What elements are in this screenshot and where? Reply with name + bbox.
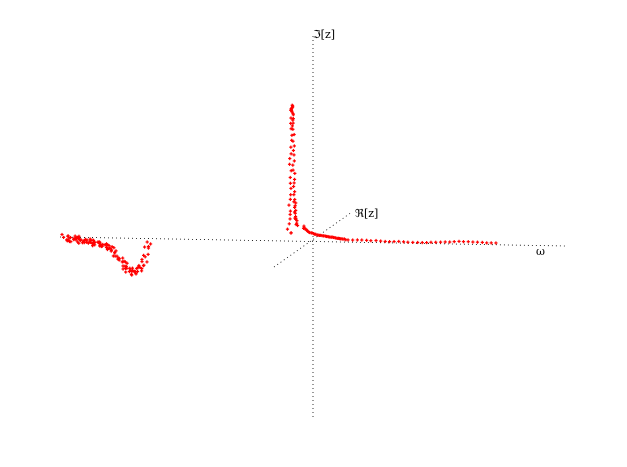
- axes: [59, 36, 567, 418]
- omega-axis-label: ω: [536, 245, 545, 258]
- omega-axis: [59, 236, 567, 247]
- axis-labels: ℑ[z] ℜ[z] ω: [313, 28, 545, 258]
- real-axis-label: ℜ[z]: [355, 207, 378, 220]
- data-series: [60, 103, 498, 277]
- imag-axis-label: ℑ[z]: [313, 28, 335, 41]
